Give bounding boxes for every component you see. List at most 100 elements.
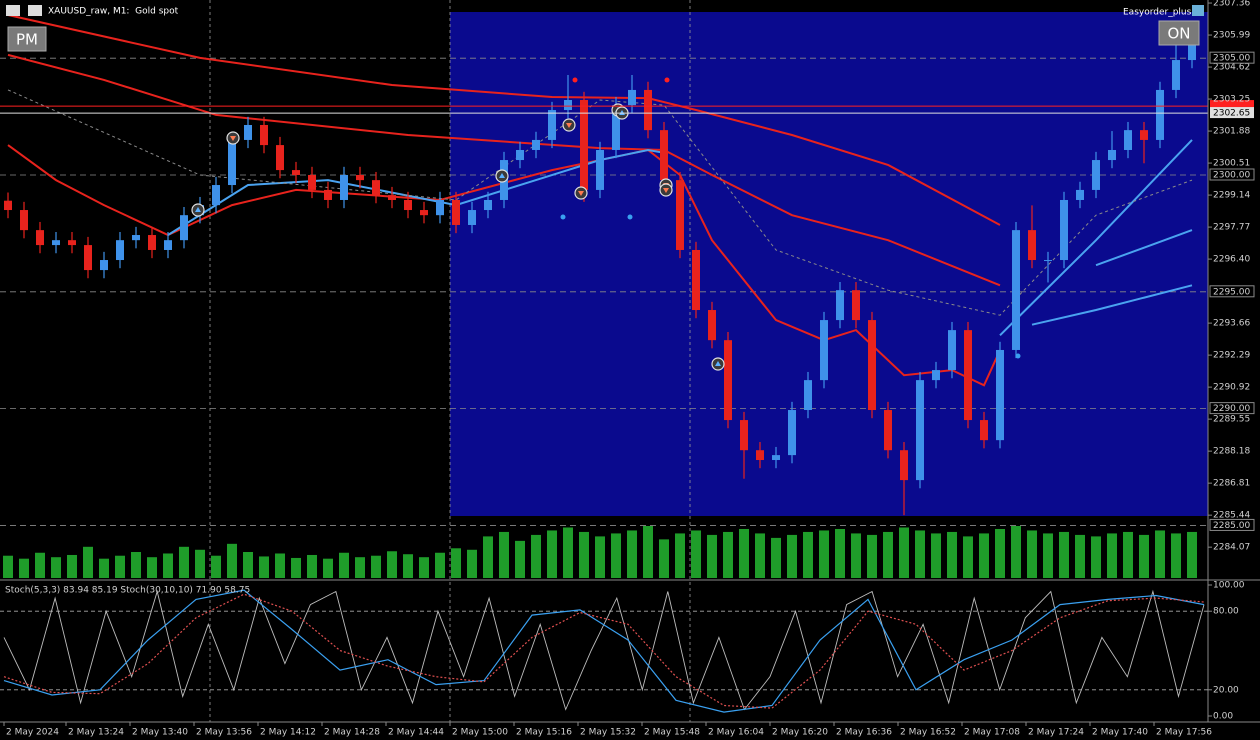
x-tick-label: 2 May 13:56 — [196, 728, 252, 738]
volume-bar — [499, 531, 509, 578]
volume-bar — [163, 553, 173, 578]
candle-body — [180, 215, 188, 241]
signal-dot — [572, 77, 578, 83]
candle-body — [788, 410, 796, 456]
volume-bar — [1139, 534, 1149, 578]
candle-body — [1140, 130, 1148, 140]
volume-bar — [435, 552, 445, 578]
x-tick-label: 2 May 17:56 — [1156, 728, 1212, 738]
candle-body — [308, 174, 316, 190]
button-label: PM — [16, 31, 38, 49]
button-face — [7, 26, 47, 52]
candle-body — [436, 199, 444, 216]
volume-bar — [947, 531, 957, 578]
volume-bar — [787, 534, 797, 578]
toggle-button[interactable]: ON — [1158, 20, 1200, 46]
stochastic-line — [3, 593, 1205, 709]
volume-bar — [211, 555, 221, 578]
y-tick-label: 0.00 — [1213, 712, 1233, 722]
x-tick-label: 2 May 16:20 — [772, 728, 828, 738]
volume-bar — [131, 552, 141, 578]
volume-bar — [851, 533, 861, 578]
volume-bar — [899, 527, 909, 578]
y-tick-label: 2285.44 — [1213, 511, 1250, 521]
volume-bar — [691, 530, 701, 578]
candle-body — [100, 260, 108, 271]
volume-bar — [1155, 530, 1165, 578]
menu-icon — [6, 5, 20, 16]
candle-body — [1044, 260, 1052, 262]
candle-body — [548, 110, 556, 140]
x-tick-label: 2 May 16:52 — [900, 728, 956, 738]
y-tick-label: 80.00 — [1213, 607, 1239, 617]
volume-bar — [451, 548, 461, 578]
volume-bar — [1187, 531, 1197, 578]
candle-body — [836, 290, 844, 321]
x-tick-label: 2 May 14:44 — [388, 728, 444, 738]
volume-bar — [1171, 533, 1181, 578]
candle-body — [628, 89, 636, 106]
candle-body — [1172, 60, 1180, 90]
y-tick-label: 2305.99 — [1213, 31, 1250, 41]
bid-box — [1210, 107, 1254, 119]
candle-body — [532, 139, 540, 150]
x-tick-label: 2 May 15:16 — [516, 728, 572, 738]
candle-body — [372, 180, 380, 196]
candle-body — [388, 195, 396, 200]
signal-arrow — [195, 207, 201, 212]
candle-body — [964, 330, 972, 421]
volume-bar — [771, 537, 781, 578]
signal-arrow — [566, 123, 572, 128]
candle-body — [260, 124, 268, 146]
candle-body — [36, 230, 44, 246]
signal-dot — [1015, 353, 1021, 359]
candle-body — [596, 149, 604, 190]
candle-body — [868, 320, 876, 411]
volume-bar — [483, 536, 493, 578]
candle-body — [644, 89, 652, 131]
volume-bar — [1075, 534, 1085, 578]
y-tick-label: 2293.66 — [1213, 319, 1250, 329]
toggle-button[interactable]: PM — [7, 26, 47, 52]
candle-body — [468, 210, 476, 225]
y-tick-label: 2292.29 — [1213, 351, 1250, 361]
candle-body — [116, 240, 124, 261]
volume-bar — [259, 556, 269, 578]
candle-body — [324, 189, 332, 200]
volume-bar — [739, 528, 749, 578]
candle-body — [676, 180, 684, 250]
stochastic-line — [3, 589, 1205, 713]
volume-bar — [83, 546, 93, 578]
button-face — [1158, 20, 1200, 46]
x-tick-label: 2 May 17:24 — [1028, 728, 1084, 738]
signal-arrow — [715, 361, 721, 366]
signal-dot — [627, 214, 633, 220]
candle-body — [660, 130, 668, 181]
candle-body — [356, 174, 364, 181]
candle-body — [132, 235, 140, 241]
volume-bar — [339, 552, 349, 578]
level-label: 2305.00 — [1213, 54, 1250, 64]
indicator-label: Stoch(5,3,3) 83.94 85.19 Stoch(30,10,10)… — [5, 586, 250, 596]
session-highlight — [450, 12, 1208, 516]
volume-bar — [995, 528, 1005, 578]
candle-body — [996, 349, 1004, 441]
candle-body — [516, 149, 524, 161]
volume-bar — [1107, 533, 1117, 578]
y-tick-label: 2301.88 — [1213, 127, 1250, 137]
candle-body — [340, 174, 348, 200]
volume-bar — [1091, 536, 1101, 578]
candle-body — [52, 240, 60, 246]
level-label: 2285.00 — [1213, 521, 1250, 531]
candle-body — [1076, 189, 1084, 200]
y-tick-label: 2288.18 — [1213, 447, 1250, 457]
volume-bar — [755, 533, 765, 578]
y-tick-label: 100.00 — [1213, 581, 1245, 591]
volume-bar — [867, 534, 877, 578]
candle-body — [916, 380, 924, 481]
candle-body — [276, 145, 284, 171]
signal-dot — [560, 214, 566, 220]
y-tick-label: 20.00 — [1213, 685, 1239, 695]
level-label: 2290.00 — [1213, 404, 1250, 414]
